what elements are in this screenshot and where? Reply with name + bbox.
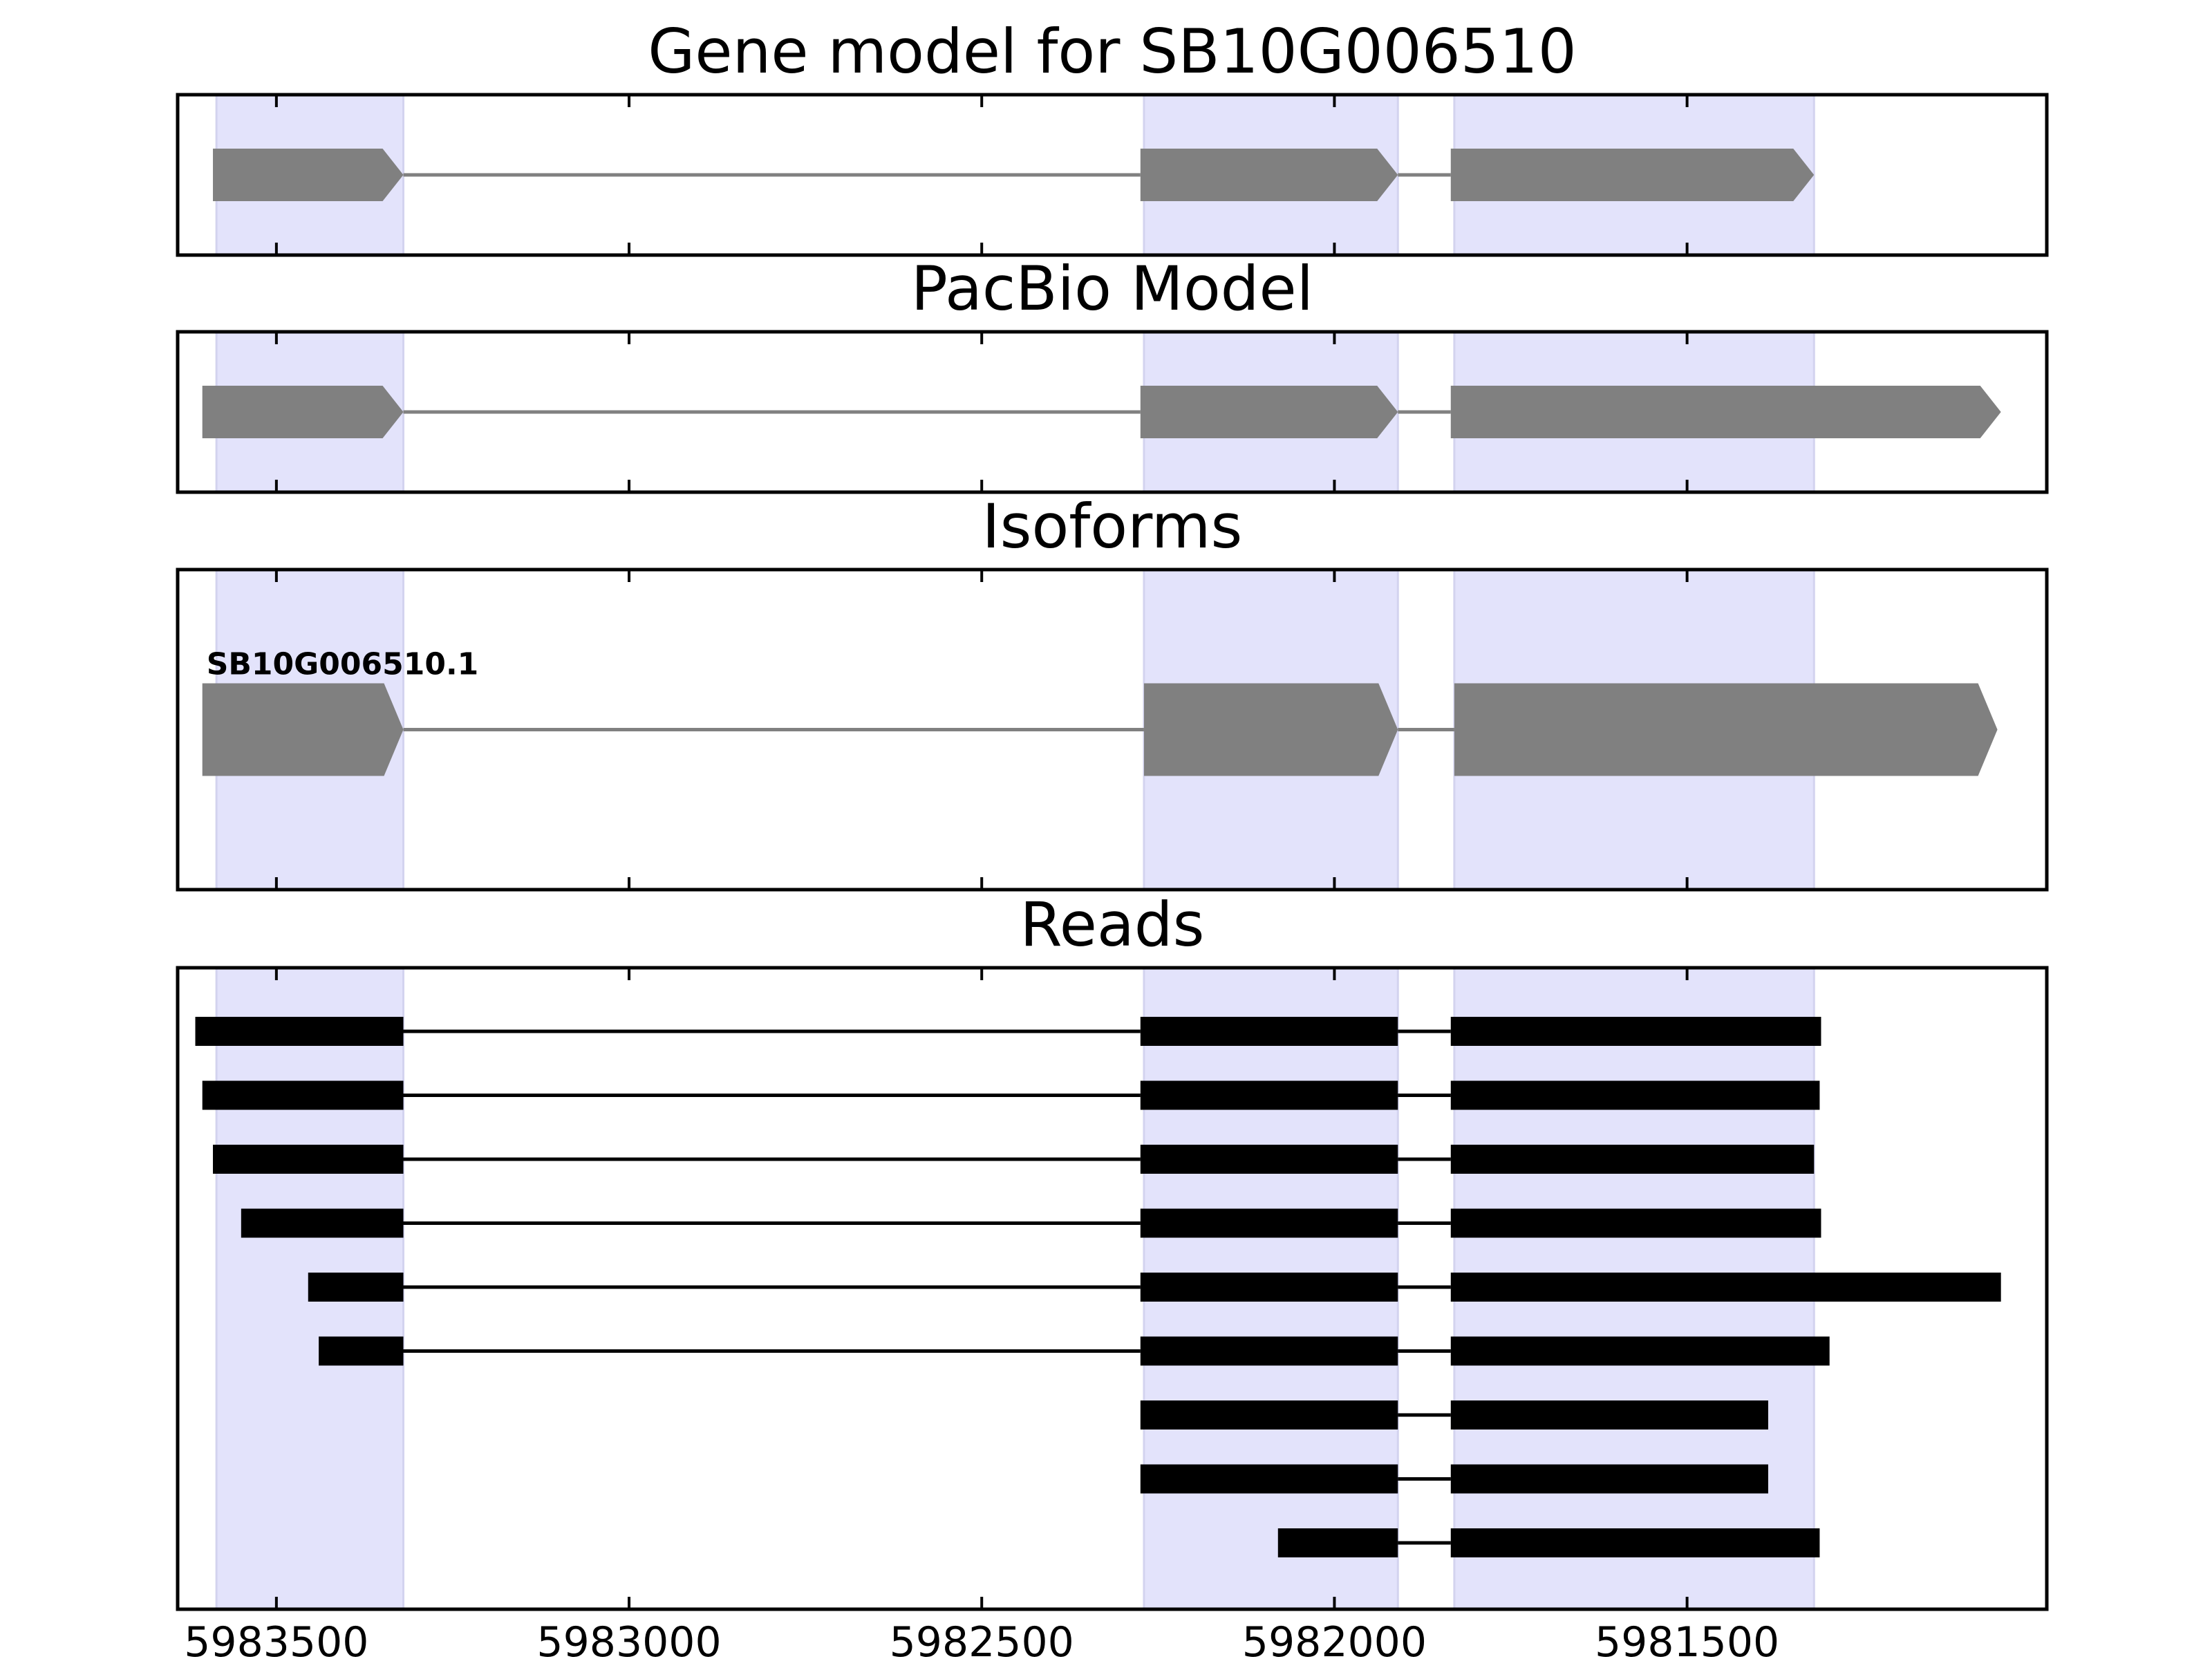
- exon-block: [1450, 149, 1815, 201]
- read-exon-block: [1140, 1464, 1398, 1494]
- read-exon-block: [1140, 1208, 1398, 1238]
- x-axis-ticks: 5983500 5983000 5982500 5982000 5981500: [184, 95, 1779, 1659]
- panel-frames: [176, 93, 2049, 1611]
- read-exon-block: [1450, 1336, 1830, 1366]
- x-tick-label: 5983500: [184, 1618, 368, 1659]
- exon-block: [213, 149, 404, 201]
- panel-title-pacbio-model: PacBio Model: [911, 253, 1313, 324]
- read-exon-block: [195, 1017, 404, 1046]
- read-exon-block: [1450, 1017, 1821, 1046]
- x-tick-label: 5982500: [890, 1618, 1074, 1659]
- panel-frame: [176, 966, 2049, 1611]
- panel-frame: [176, 330, 2049, 494]
- panel-title-gene-model: Gene model for SB10G006510: [648, 16, 1577, 87]
- exon-block: [1140, 149, 1398, 201]
- read-exon-block: [1140, 1400, 1398, 1430]
- x-tick-label: 5983000: [536, 1618, 721, 1659]
- panel-frame: [176, 568, 2049, 892]
- panel-title-isoforms: Isoforms: [982, 491, 1243, 562]
- read-exon-block: [1140, 1273, 1398, 1302]
- read-exon-block: [1140, 1145, 1398, 1174]
- panel-title-reads: Reads: [1020, 889, 1205, 960]
- read-exon-block: [1450, 1528, 1820, 1557]
- exon-block: [1450, 386, 2001, 438]
- read-exon-block: [1140, 1017, 1398, 1046]
- exon-block: [1140, 386, 1398, 438]
- read-exon-block: [241, 1208, 404, 1238]
- read-exon-block: [1450, 1145, 1815, 1174]
- isoform-label: SB10G006510.1: [207, 647, 479, 682]
- read-exon-block: [202, 1080, 404, 1110]
- read-exon-block: [308, 1273, 404, 1302]
- panel-frame: [176, 93, 2049, 257]
- read-exon-block: [1450, 1400, 1768, 1430]
- read-exon-block: [1277, 1528, 1398, 1557]
- x-tick-label: 5981500: [1595, 1618, 1779, 1659]
- read-exon-block: [319, 1336, 404, 1366]
- features: SB10G006510.1: [195, 149, 2001, 1557]
- x-tick-label: 5982000: [1242, 1618, 1427, 1659]
- exon-block: [202, 683, 404, 776]
- read-exon-block: [1140, 1080, 1398, 1110]
- read-exon-block: [1140, 1336, 1398, 1366]
- read-exon-block: [1450, 1080, 1820, 1110]
- exon-block: [1143, 683, 1398, 776]
- read-exon-block: [1450, 1273, 2001, 1302]
- read-exon-block: [1450, 1464, 1768, 1494]
- exon-block: [1454, 683, 1998, 776]
- read-exon-block: [213, 1145, 404, 1174]
- exon-block: [202, 386, 404, 438]
- read-exon-block: [1450, 1208, 1821, 1238]
